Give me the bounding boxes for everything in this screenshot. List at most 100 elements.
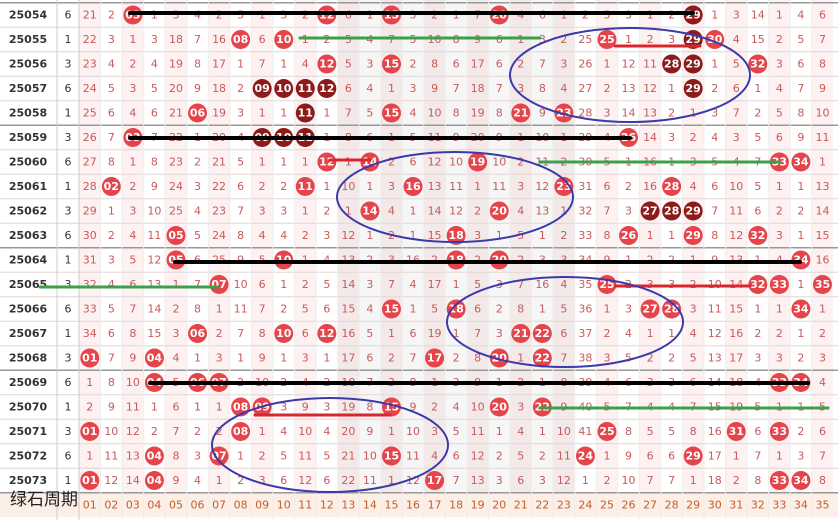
ball-number: 29 [686,450,701,463]
miss-count: 5 [754,180,761,193]
count: 3 [65,425,72,438]
miss-count: 12 [147,254,161,267]
miss-count: 3 [496,327,503,340]
miss-count: 11 [406,450,420,463]
miss-count: 11 [643,58,657,71]
column-band [359,0,381,518]
ball [252,79,272,98]
footer-number: 02 [104,499,118,512]
ball-number: 18 [448,303,463,316]
miss-count: 1 [668,229,675,242]
miss-count: 10 [363,450,377,463]
miss-count: 15 [751,33,765,46]
footer-number: 12 [320,499,334,512]
miss-count: 1 [216,401,223,414]
issue: 25066 [9,303,48,316]
column-band [660,0,683,518]
miss-count: 12 [104,474,118,487]
issue: 25070 [9,401,48,414]
miss-count: 4 [690,327,697,340]
count: 6 [65,229,72,242]
footer-number: 30 [708,499,722,512]
ball [532,348,552,368]
ball [489,201,509,221]
footer-number: 28 [665,499,679,512]
ball-number: 01 [82,425,97,438]
issue: 25072 [9,450,47,463]
count: 3 [65,278,72,291]
miss-count: 2 [690,131,697,144]
miss-count: 15 [815,229,829,242]
footer-number: 14 [363,499,377,512]
miss-count: 9 [819,82,826,95]
miss-count: 3 [259,205,266,218]
miss-count: 7 [108,131,115,144]
miss-count: 17 [428,278,442,291]
miss-count: 4 [560,82,567,95]
ball-number: 01 [82,352,97,365]
ball [80,348,100,368]
count: 6 [65,303,72,316]
ball [640,201,660,221]
miss-count: 2 [237,474,244,487]
miss-count: 2 [194,156,201,169]
miss-count: 9 [108,401,115,414]
miss-count: 1 [647,229,654,242]
miss-count: 9 [302,401,309,414]
miss-count: 3 [280,401,287,414]
miss-count: 16 [535,278,549,291]
miss-count: 3 [129,205,136,218]
miss-count: 1 [237,450,244,463]
miss-count: 4 [366,82,373,95]
miss-count: 2 [194,425,201,438]
miss-count: 2 [496,450,503,463]
miss-count: 7 [410,352,417,365]
ball [532,324,552,343]
miss-count: 5 [151,82,158,95]
issue: 25068 [9,352,47,365]
miss-count: 1 [453,327,460,340]
ball [597,422,617,441]
ball [295,79,315,98]
miss-count: 23 [212,205,226,218]
ellipse [509,27,751,123]
ellipse [211,397,449,493]
miss-count: 4 [517,205,524,218]
miss-count: 13 [622,82,636,95]
miss-count: 6 [603,180,610,193]
miss-count: 16 [815,254,829,267]
miss-count: 1 [86,376,93,389]
miss-count: 10 [622,474,636,487]
miss-count: 4 [172,352,179,365]
miss-count: 7 [733,107,740,120]
miss-count: 2 [733,474,740,487]
miss-count: 11 [815,131,829,144]
miss-count: 16 [729,327,743,340]
miss-count: 17 [729,352,743,365]
miss-count: 1 [474,180,481,193]
miss-count: 2 [453,352,460,365]
miss-count: 14 [147,303,161,316]
miss-count: 1 [776,450,783,463]
miss-count: 1 [733,450,740,463]
miss-count: 19 [471,107,485,120]
miss-count: 3 [711,107,718,120]
miss-count: 8 [151,156,158,169]
miss-count: 2 [560,229,567,242]
miss-count: 3 [603,107,610,120]
miss-count: 1 [711,58,718,71]
miss-count: 3 [754,352,761,365]
miss-count: 10 [147,205,161,218]
miss-count: 4 [151,58,158,71]
ball [231,422,251,441]
footer-number: 33 [772,499,786,512]
miss-count: 3 [733,131,740,144]
miss-count: 1 [797,180,804,193]
footer-number: 18 [449,499,463,512]
count: 3 [65,131,72,144]
footer-number: 11 [298,499,312,512]
ball [812,275,832,294]
miss-count: 24 [169,180,183,193]
ball [769,275,789,294]
miss-count: 27 [83,156,97,169]
